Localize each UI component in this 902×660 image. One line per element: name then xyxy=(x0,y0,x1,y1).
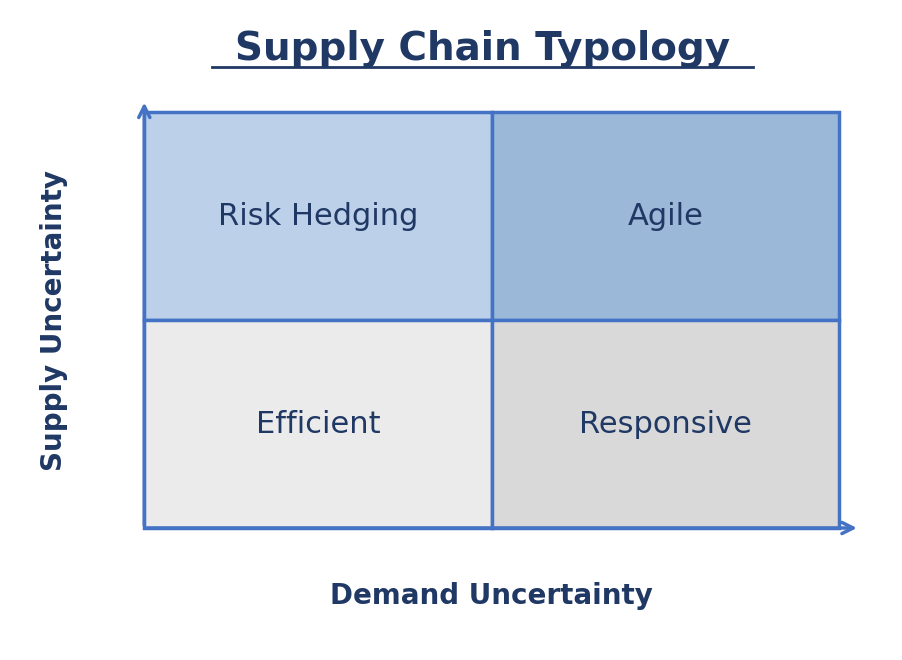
Text: Supply Uncertainty: Supply Uncertainty xyxy=(40,170,68,471)
Text: Agile: Agile xyxy=(627,202,704,230)
Text: Risk Hedging: Risk Hedging xyxy=(217,202,419,230)
Bar xyxy=(492,320,839,528)
Text: Efficient: Efficient xyxy=(255,410,381,438)
Text: Responsive: Responsive xyxy=(579,410,751,438)
Bar xyxy=(492,112,839,320)
Text: Demand Uncertainty: Demand Uncertainty xyxy=(330,582,653,610)
Bar xyxy=(144,112,492,320)
Text: Supply Chain Typology: Supply Chain Typology xyxy=(235,30,730,69)
Bar xyxy=(144,320,492,528)
